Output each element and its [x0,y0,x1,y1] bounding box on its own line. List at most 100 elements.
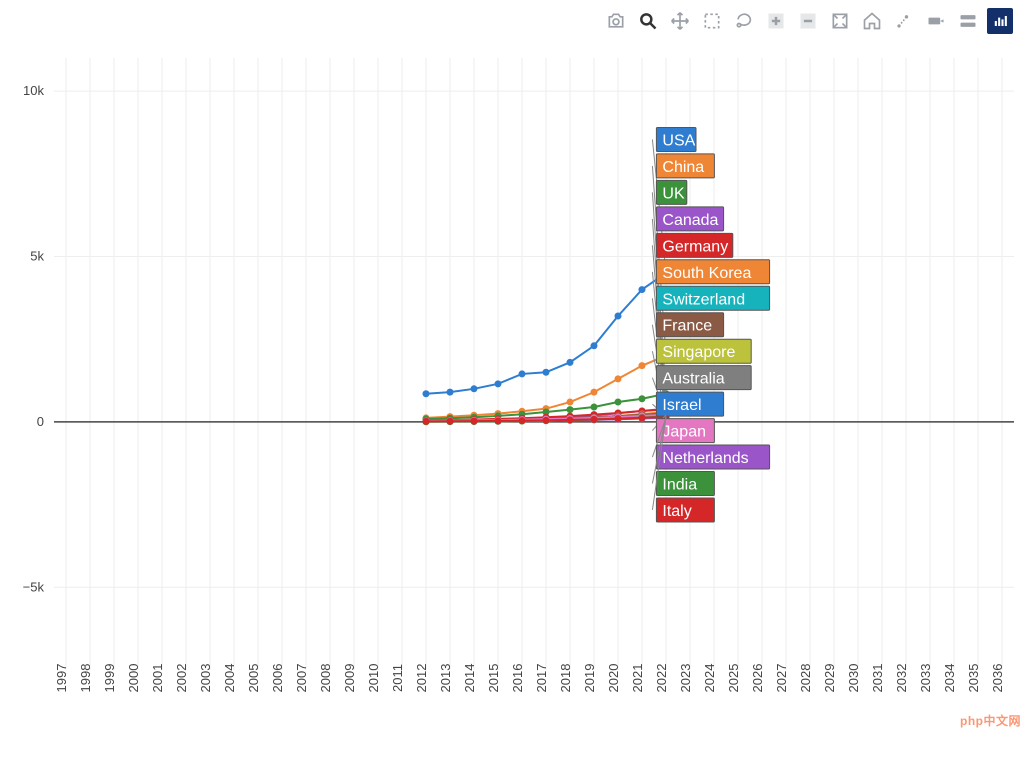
watermark: php中文网 [960,712,1021,729]
series-label-text: Netherlands [662,450,748,467]
x-tick-label: 1998 [78,664,93,693]
series-marker [567,416,574,423]
autoscale-icon[interactable] [827,8,853,34]
x-tick-label: 2008 [318,664,333,693]
zoom-out-icon[interactable] [795,8,821,34]
series-marker [423,418,430,425]
x-tick-label: 2028 [798,664,813,693]
series-marker [615,313,622,320]
series-marker [543,369,550,376]
y-tick-label: 0 [37,414,44,429]
plot-toolbar [603,8,1013,34]
series-marker [591,389,598,396]
series-label-text: UK [662,185,685,202]
series-marker [615,415,622,422]
x-tick-label: 2002 [174,664,189,693]
x-tick-label: 1997 [54,664,69,693]
series-marker [495,380,502,387]
x-tick-label: 2007 [294,664,309,693]
series-marker [615,399,622,406]
x-tick-label: 2034 [942,664,957,693]
zoom-icon[interactable] [635,8,661,34]
x-tick-label: 2013 [438,664,453,693]
x-tick-label: 2004 [222,664,237,693]
series-label-text: India [662,477,697,494]
zoom-in-icon[interactable] [763,8,789,34]
x-tick-label: 2009 [342,664,357,693]
series-label-text: Canada [662,212,718,229]
spike-icon[interactable] [891,8,917,34]
series-marker [495,417,502,424]
x-tick-label: 2015 [486,664,501,693]
series-marker [471,385,478,392]
series-marker [591,416,598,423]
x-tick-label: 2006 [270,664,285,693]
x-tick-label: 2019 [582,664,597,693]
pan-icon[interactable] [667,8,693,34]
x-tick-label: 2018 [558,664,573,693]
series-marker [567,399,574,406]
x-tick-label: 2016 [510,664,525,693]
x-tick-label: 2020 [606,664,621,693]
series-marker [567,359,574,366]
x-tick-label: 2031 [870,664,885,693]
y-tick-label: −5k [23,579,45,594]
series-label-text: South Korea [662,265,751,282]
series-marker [615,375,622,382]
x-tick-label: 2036 [990,664,1005,693]
x-tick-label: 2010 [366,664,381,693]
x-tick-label: 2035 [966,664,981,693]
x-tick-label: 2014 [462,664,477,693]
x-tick-label: 2003 [198,664,213,693]
x-tick-label: 2017 [534,664,549,693]
series-marker [423,390,430,397]
x-tick-label: 2000 [126,664,141,693]
x-tick-label: 2033 [918,664,933,693]
x-tick-label: 2022 [654,664,669,693]
home-icon[interactable] [859,8,885,34]
chart-stage: 1997199819992000200120022003200420052006… [0,0,1031,757]
x-tick-label: 2029 [822,664,837,693]
series-label-text: Australia [662,371,724,388]
series-label-text: Italy [662,503,691,520]
plotly-logo-icon[interactable] [987,8,1013,34]
box-select-icon[interactable] [699,8,725,34]
hover-compare-icon[interactable] [955,8,981,34]
series-marker [519,417,526,424]
camera-icon[interactable] [603,8,629,34]
series-marker [447,418,454,425]
series-marker [567,406,574,413]
x-tick-label: 2032 [894,664,909,693]
lasso-icon[interactable] [731,8,757,34]
series-label-text: Singapore [662,344,735,361]
x-tick-label: 2005 [246,664,261,693]
x-tick-label: 2021 [630,664,645,693]
series-marker [639,414,646,421]
series-marker [447,389,454,396]
series-label-text: France [662,318,712,335]
series-marker [591,404,598,411]
series-marker [639,286,646,293]
x-tick-label: 2012 [414,664,429,693]
y-tick-label: 10k [23,83,44,98]
hover-closest-icon[interactable] [923,8,949,34]
x-tick-label: 2030 [846,664,861,693]
x-tick-label: 2011 [390,664,405,692]
series-marker [639,362,646,369]
series-label-text: Germany [662,238,728,255]
y-tick-label: 5k [30,248,44,263]
series-label-text: Switzerland [662,291,745,308]
series-label-text: Israel [662,397,701,414]
x-tick-label: 1999 [102,664,117,693]
series-label-text: Japan [662,424,706,441]
series-label-text: USA [662,132,695,149]
plot-svg: 1997199819992000200120022003200420052006… [0,0,1031,757]
series-marker [543,417,550,424]
x-tick-label: 2023 [678,664,693,693]
x-tick-label: 2026 [750,664,765,693]
x-tick-label: 2027 [774,664,789,693]
series-label-text: China [662,159,704,176]
x-tick-label: 2024 [702,664,717,693]
x-tick-label: 2025 [726,664,741,693]
series-marker [519,370,526,377]
